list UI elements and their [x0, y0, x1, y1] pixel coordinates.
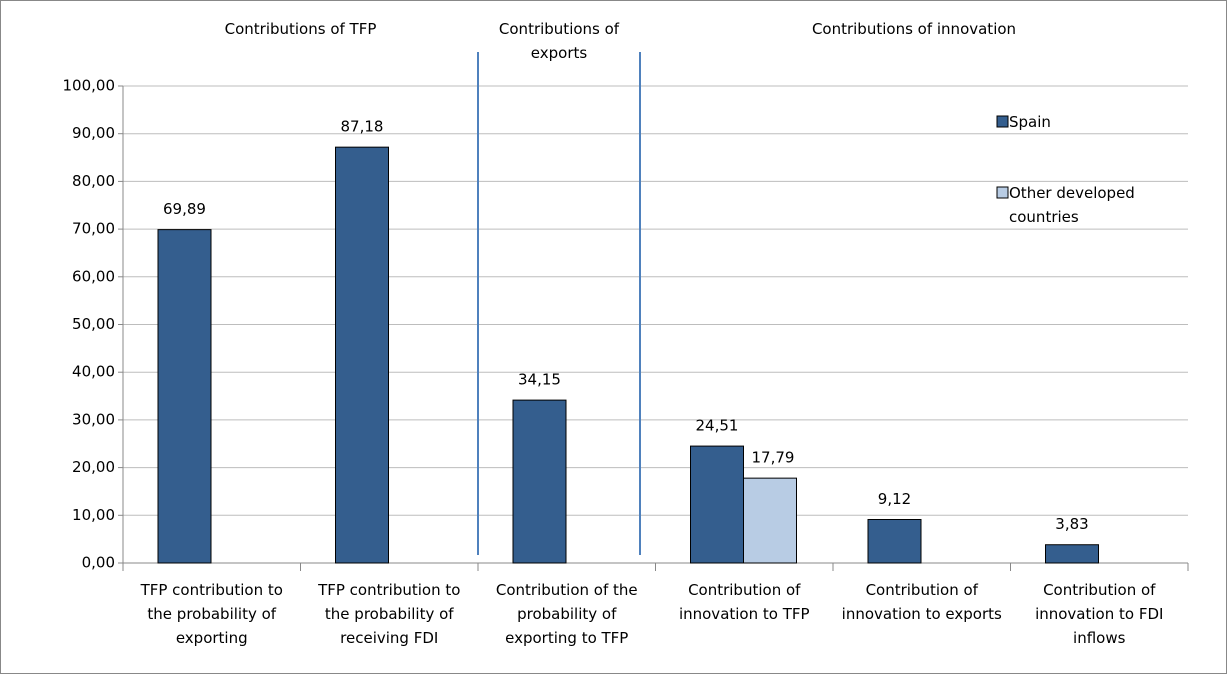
value-label: 87,18 — [341, 118, 384, 136]
y-tick-label: 90,00 — [72, 124, 115, 142]
bar — [743, 477, 797, 564]
legend-label-box: Other developed countries — [1009, 184, 1135, 226]
section-header: Contributions of innovation — [811, 20, 1017, 38]
value-label: 34,15 — [518, 371, 561, 389]
value-label: 69,89 — [163, 200, 206, 218]
value-label: 17,79 — [752, 449, 795, 467]
section-header: Contributions of exports — [498, 20, 620, 62]
legend-swatch — [996, 115, 1009, 128]
section-header: Contributions of TFP — [224, 20, 377, 38]
legend-label: Spain — [1009, 113, 1051, 131]
bar — [867, 518, 922, 564]
legend-swatch — [996, 186, 1009, 199]
x-tick-label: Contribution of innovation to exports — [841, 581, 1002, 623]
y-tick-label: 40,00 — [72, 363, 115, 381]
section-header-box: Contributions of innovation — [811, 20, 1017, 38]
bar — [1045, 544, 1099, 564]
x-tick-label: Contribution of innovation to TFP — [678, 581, 810, 623]
y-tick-label: 20,00 — [72, 458, 115, 476]
x-tick-label-box: TFP contribution to the probability of r… — [318, 581, 461, 647]
value-label: 24,51 — [696, 417, 739, 435]
bar — [157, 229, 212, 564]
legend-label: Other developed countries — [1009, 184, 1135, 226]
y-tick-label: 60,00 — [72, 267, 115, 285]
bar — [690, 445, 744, 564]
legend-label-box: Spain — [1009, 113, 1051, 131]
y-tick-label: 50,00 — [72, 315, 115, 333]
x-tick-label-box: TFP contribution to the probability of e… — [140, 581, 283, 647]
y-tick-label: 80,00 — [72, 172, 115, 190]
bar — [512, 399, 567, 564]
y-tick-label: 10,00 — [72, 506, 115, 524]
x-tick-label-box: Contribution of innovation to exports — [841, 581, 1002, 623]
x-tick-label: TFP contribution to the probability of e… — [140, 581, 283, 647]
x-tick-label: Contribution of the probability of expor… — [495, 581, 638, 647]
x-tick-label-box: Contribution of innovation to TFP — [678, 581, 810, 623]
y-tick-label: 0,00 — [82, 554, 115, 572]
section-header-box: Contributions of TFP — [224, 20, 377, 38]
y-tick-label: 30,00 — [72, 410, 115, 428]
bar — [335, 146, 389, 564]
x-tick-label-box: Contribution of innovation to FDI inflow… — [1035, 581, 1164, 647]
section-header-box: Contributions of exports — [498, 20, 620, 62]
y-tick-label: 70,00 — [72, 220, 115, 238]
x-tick-label-box: Contribution of the probability of expor… — [495, 581, 638, 647]
value-label: 9,12 — [878, 490, 911, 508]
y-tick-label: 100,00 — [63, 77, 116, 95]
x-tick-label: Contribution of innovation to FDI inflow… — [1035, 581, 1164, 647]
value-label: 3,83 — [1055, 515, 1088, 533]
x-tick-label: TFP contribution to the probability of r… — [318, 581, 461, 647]
